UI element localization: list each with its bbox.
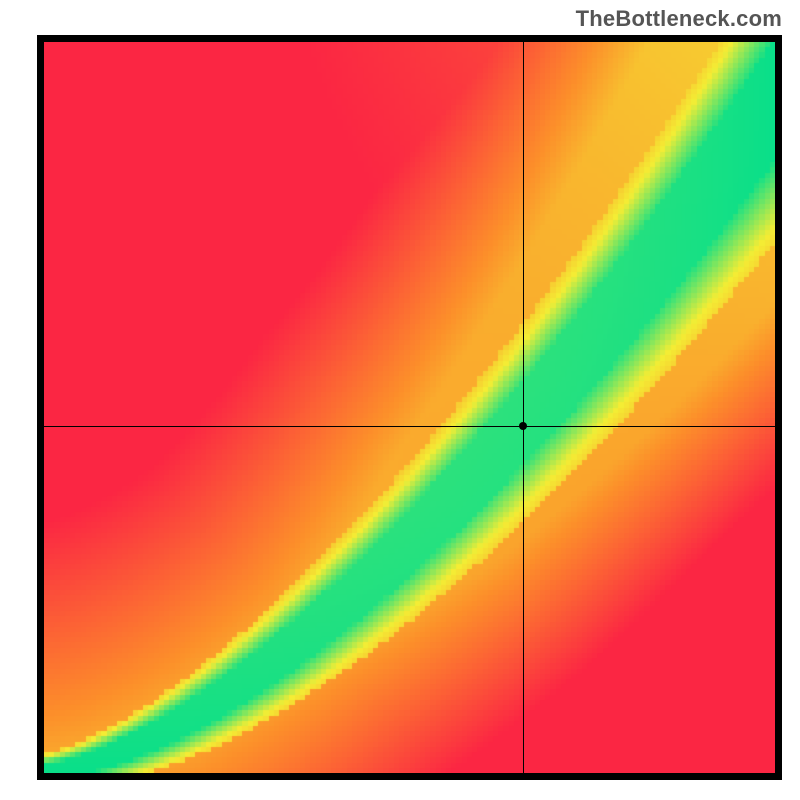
crosshair-dot [519, 422, 527, 430]
crosshair-horizontal [44, 426, 775, 427]
plot-frame [37, 35, 782, 780]
crosshair-vertical [523, 42, 524, 773]
heatmap-canvas [44, 42, 775, 773]
watermark-text: TheBottleneck.com [576, 6, 782, 32]
